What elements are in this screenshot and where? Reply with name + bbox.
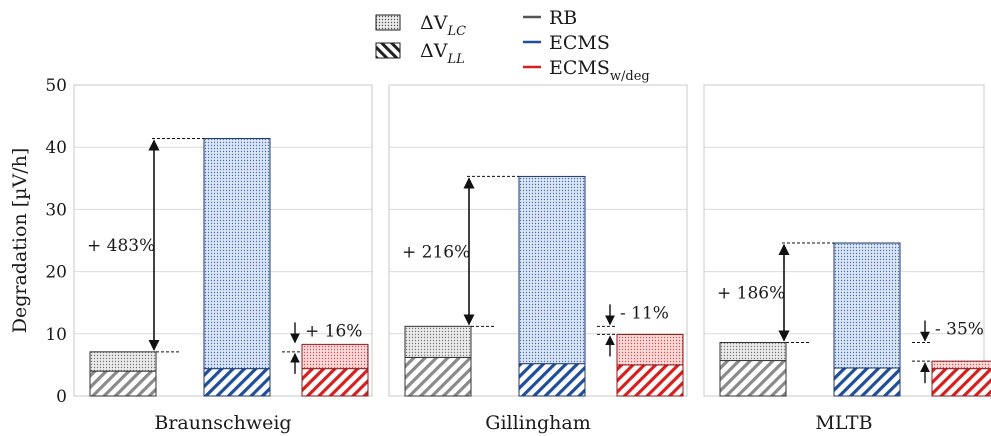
legend-swatch-lc <box>375 14 401 31</box>
bar-segment-ll <box>719 360 787 397</box>
bar-segment-ll <box>616 364 684 397</box>
legend-swatch-ll <box>375 42 401 59</box>
annotation-label: - 35% <box>935 320 984 340</box>
bar-segment-lc <box>404 325 472 358</box>
bar-segment-lc <box>518 175 586 365</box>
legend-label-strategy: ECMSw/deg <box>549 57 650 84</box>
bar-segment-ll <box>203 368 271 397</box>
y-tick-label: 10 <box>45 325 67 345</box>
category-label: Braunschweig <box>154 412 291 434</box>
legend-label-strategy: RB <box>549 7 577 29</box>
bar-segment-ll <box>931 368 991 397</box>
bar-segment-ll <box>518 363 586 397</box>
y-axis-label: Degradation [µV/h] <box>9 148 31 334</box>
annotation-label: + 186% <box>717 284 785 304</box>
bar-segment-lc <box>616 333 684 366</box>
annotation-label: - 11% <box>620 303 669 323</box>
legend-label-lc: ΔVLC <box>420 12 466 39</box>
bar-segment-lc <box>719 342 787 362</box>
legend-label-strategy: ECMS <box>549 32 610 54</box>
bar-segment-lc <box>89 351 157 372</box>
bar-segment-ll <box>301 368 369 397</box>
annotation-label: + 483% <box>87 236 155 256</box>
y-tick-label: 50 <box>45 76 67 96</box>
category-label: Gillingham <box>485 412 590 434</box>
panel-braunschweig: + 483% + 16% Braunschweig <box>73 84 373 434</box>
panel-mltb: + 186% - 35% MLTB <box>703 84 991 434</box>
axes: 0 10 20 30 40 50 Degradation [µV/h] <box>9 76 67 407</box>
y-tick-label: 40 <box>45 138 67 158</box>
bar-segment-ll <box>833 367 901 397</box>
category-label: MLTB <box>815 412 872 434</box>
y-tick-label: 0 <box>56 387 67 407</box>
legend-label-ll: ΔVLL <box>420 40 465 67</box>
panel-gillingham: + 216% - 11% Gillingham <box>388 84 688 434</box>
y-tick-label: 30 <box>45 200 67 220</box>
bar-segment-lc <box>931 360 991 370</box>
bar-segment-lc <box>833 242 901 369</box>
annotation-label: + 216% <box>402 242 470 262</box>
bar-segment-lc <box>203 137 271 370</box>
annotation-label: + 16% <box>305 321 362 341</box>
bar-segment-ll <box>404 356 472 397</box>
panels: + 483% + 16% Braunschweig + 216% - 11% Gillin… <box>73 84 991 434</box>
y-tick-label: 20 <box>45 263 67 283</box>
bar-segment-lc <box>301 343 369 370</box>
bar-segment-ll <box>89 370 157 397</box>
